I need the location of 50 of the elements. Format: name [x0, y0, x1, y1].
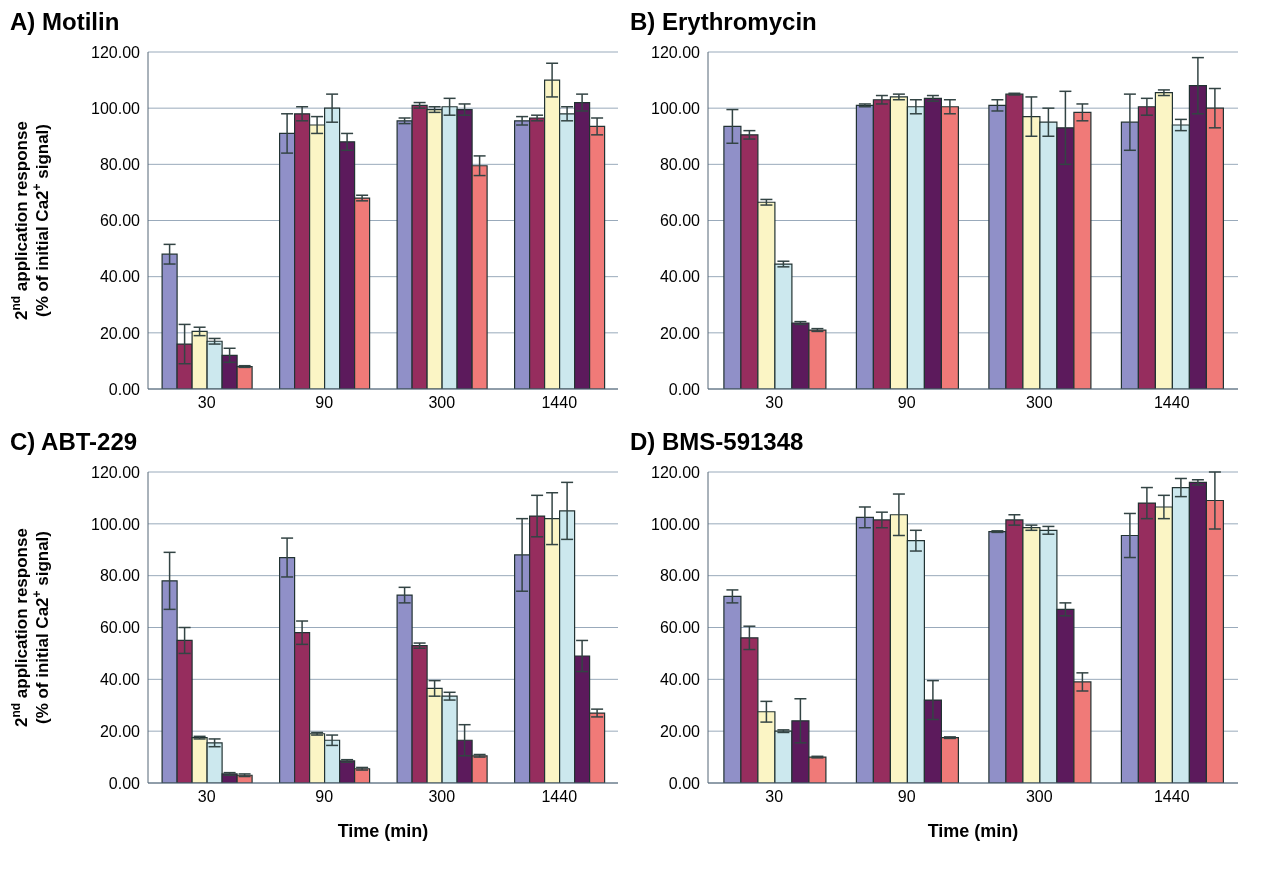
x-tick-label: 90	[315, 394, 334, 412]
y-tick-label: 100.00	[91, 99, 141, 117]
y-tick-label: 20.00	[659, 722, 701, 740]
y-tick-label: 120.00	[651, 463, 701, 481]
chart-title: B) Erythromycin	[629, 8, 818, 37]
x-axis-title: Time (min)	[337, 821, 429, 841]
y-tick-label: 60.00	[99, 212, 141, 230]
x-tick-label: 90	[897, 788, 916, 806]
y-tick-label: 60.00	[659, 619, 701, 637]
y-tick-label: 20.00	[99, 324, 141, 342]
y-tick-label: 0.00	[108, 380, 141, 398]
x-tick-label: 90	[315, 788, 334, 806]
x-tick-label: 1440	[541, 788, 578, 806]
x-tick-label: 1440	[1153, 394, 1190, 412]
x-tick-label: 300	[428, 394, 456, 412]
y-tick-label: 40.00	[99, 671, 141, 689]
y-tick-label: 120.00	[91, 463, 141, 481]
x-tick-label: 1440	[541, 394, 578, 412]
y-tick-label: 120.00	[91, 43, 141, 61]
chart-title: D) BMS-591348	[629, 428, 805, 457]
y-tick-label: 0.00	[668, 774, 701, 792]
y-tick-label: 20.00	[659, 324, 701, 342]
y-tick-label: 0.00	[668, 380, 701, 398]
x-tick-label: 90	[897, 394, 916, 412]
y-tick-label: 40.00	[659, 268, 701, 286]
x-tick-label: 30	[197, 788, 216, 806]
chart-title: A) Motilin	[9, 8, 121, 37]
x-tick-label: 30	[197, 394, 216, 412]
x-tick-label: 1440	[1153, 788, 1190, 806]
y-tick-label: 80.00	[659, 567, 701, 585]
y-tick-label: 100.00	[91, 515, 141, 533]
x-tick-label: 300	[1025, 788, 1053, 806]
x-tick-label: 300	[428, 788, 456, 806]
chart-title: C) ABT-229	[9, 428, 139, 457]
y-tick-label: 80.00	[99, 567, 141, 585]
x-tick-label: 300	[1025, 394, 1053, 412]
y-tick-label: 120.00	[651, 43, 701, 61]
y-tick-label: 80.00	[659, 156, 701, 174]
y-tick-label: 0.00	[108, 774, 141, 792]
y-tick-label: 100.00	[651, 99, 701, 117]
x-tick-label: 30	[765, 788, 784, 806]
y-tick-label: 40.00	[659, 671, 701, 689]
y-tick-label: 20.00	[99, 722, 141, 740]
y-tick-label: 40.00	[99, 268, 141, 286]
y-tick-label: 60.00	[99, 619, 141, 637]
x-axis-title: Time (min)	[927, 821, 1019, 841]
x-tick-label: 30	[765, 394, 784, 412]
y-tick-label: 80.00	[99, 156, 141, 174]
y-tick-label: 60.00	[659, 212, 701, 230]
y-tick-label: 100.00	[651, 515, 701, 533]
